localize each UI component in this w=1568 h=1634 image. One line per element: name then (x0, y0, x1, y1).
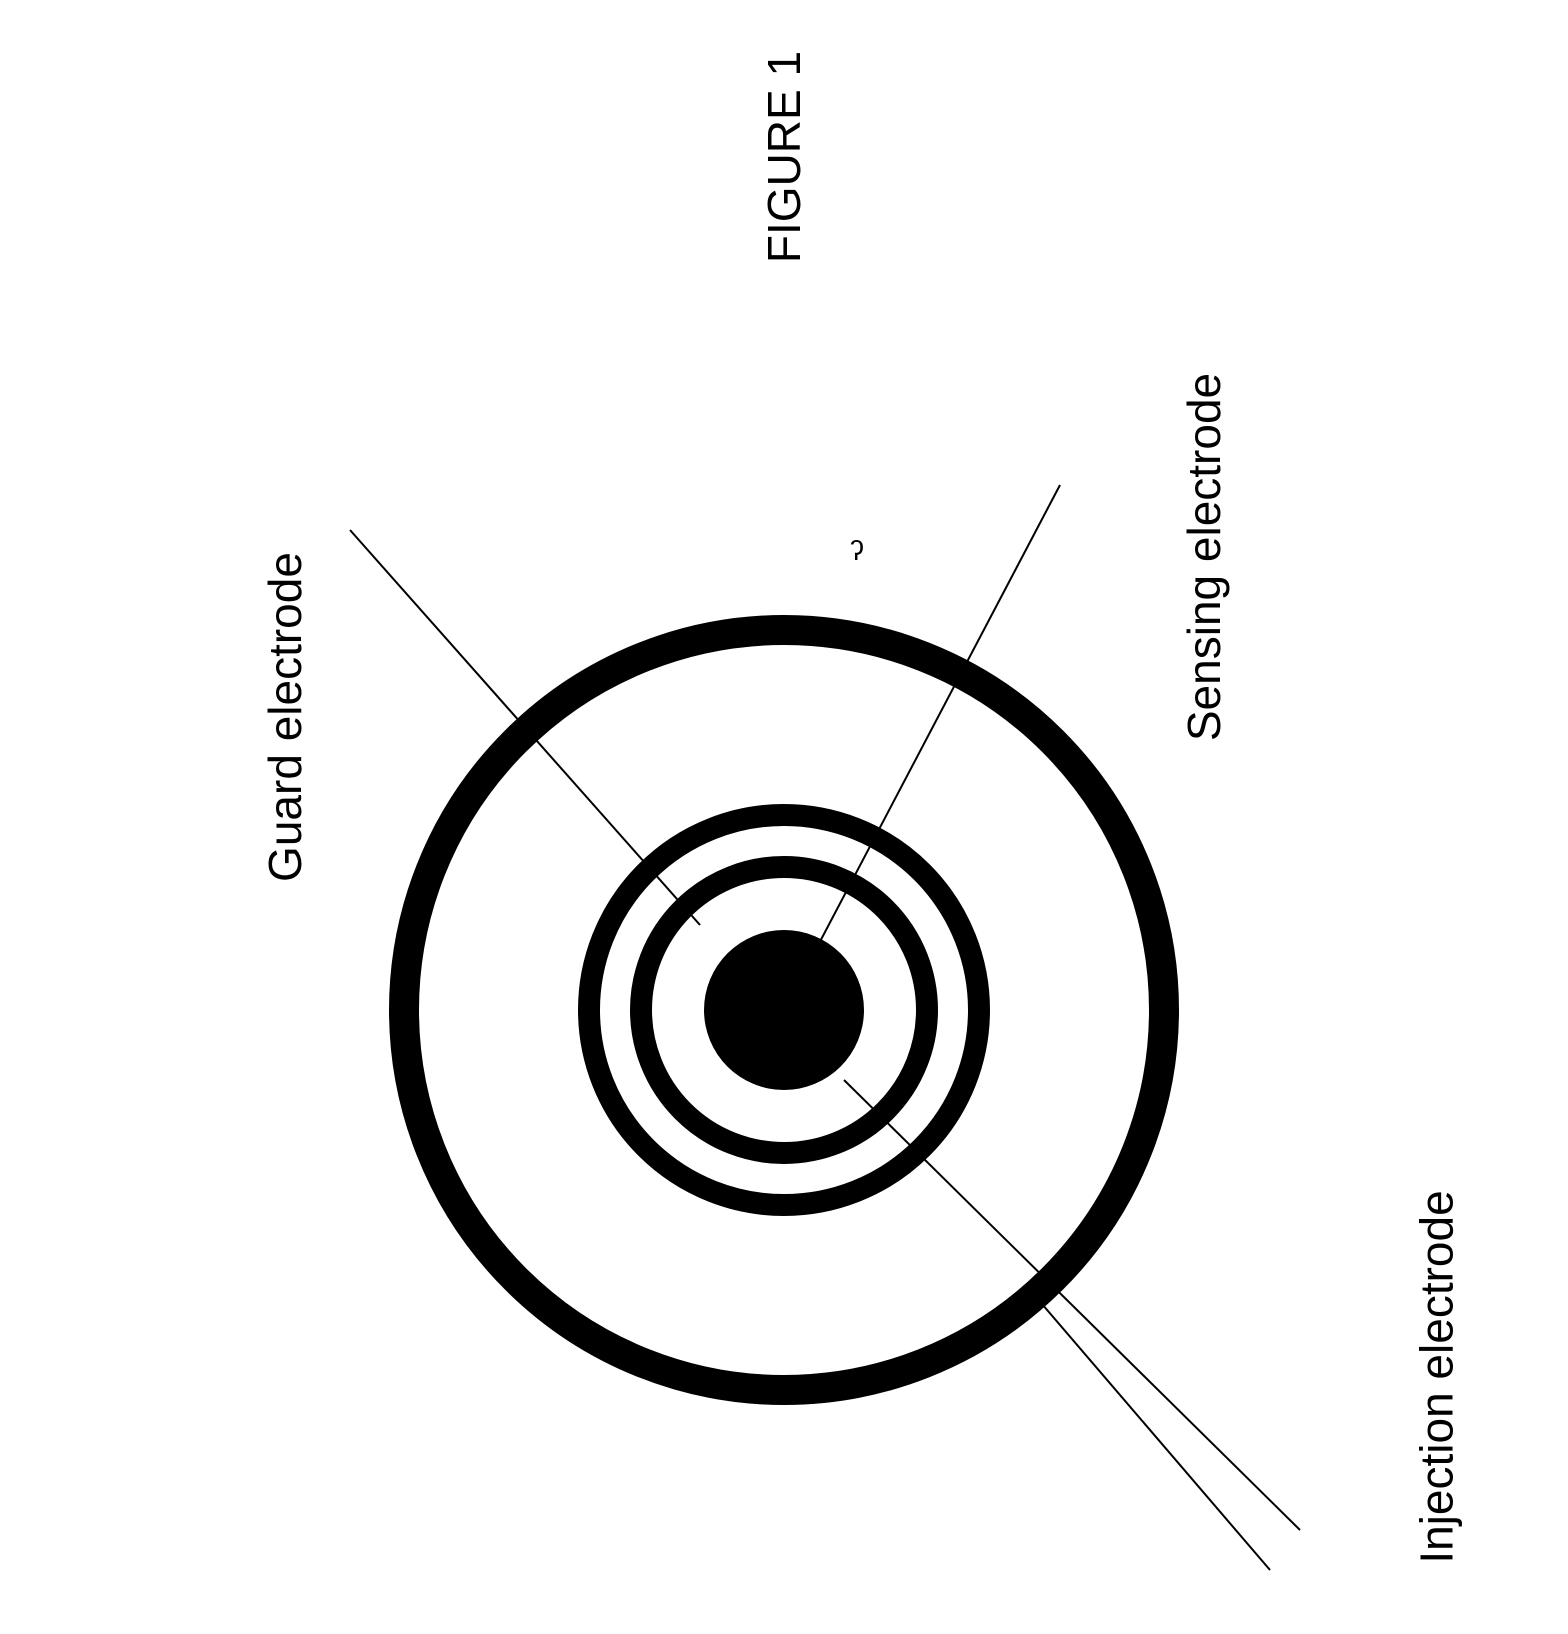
leader-injection-electrode-inner (844, 1080, 1300, 1530)
leader-injection-electrode-outer (1030, 1290, 1270, 1570)
artifact-mark: ʔ (850, 535, 864, 566)
leader-sensing-electrode (784, 485, 1060, 1010)
electrode-diagram: ʔ (0, 0, 1568, 1634)
leader-guard-electrode (350, 530, 700, 925)
